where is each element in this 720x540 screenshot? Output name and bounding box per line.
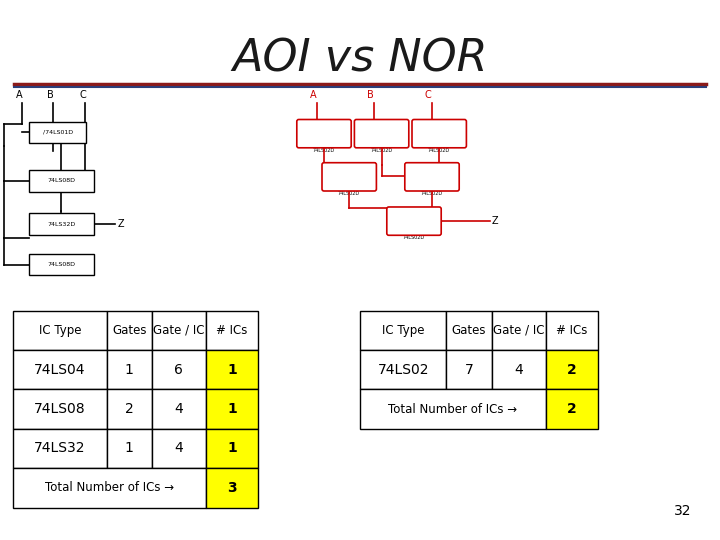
Bar <box>492 310 546 350</box>
Text: 74LS32: 74LS32 <box>34 442 86 455</box>
Bar <box>13 350 107 389</box>
Text: 74LS02: 74LS02 <box>377 363 429 376</box>
Bar <box>206 350 258 389</box>
Bar <box>107 389 152 429</box>
Text: 2: 2 <box>125 402 134 416</box>
Text: 6: 6 <box>174 363 184 376</box>
Text: B: B <box>367 90 374 100</box>
Text: Total Number of ICs →: Total Number of ICs → <box>388 402 518 416</box>
Bar <box>360 350 446 389</box>
Text: A: A <box>310 90 316 100</box>
Bar <box>206 389 258 429</box>
Text: 7: 7 <box>464 363 474 376</box>
Text: AOI vs NOR: AOI vs NOR <box>233 38 487 81</box>
Bar <box>206 429 258 468</box>
Text: 74LS08D: 74LS08D <box>48 262 75 267</box>
Bar <box>107 429 152 468</box>
FancyBboxPatch shape <box>412 119 467 148</box>
Text: 74LS04: 74LS04 <box>34 363 86 376</box>
Bar <box>29 213 94 235</box>
Text: 4: 4 <box>174 402 184 416</box>
Bar <box>492 350 546 389</box>
Text: C: C <box>425 90 431 100</box>
Text: Z: Z <box>492 217 498 226</box>
Bar <box>13 389 107 429</box>
Text: 1: 1 <box>227 442 237 455</box>
Text: 74LS02D: 74LS02D <box>313 148 335 153</box>
Text: 4: 4 <box>174 442 184 455</box>
Text: IC Type: IC Type <box>382 323 425 337</box>
Text: 2: 2 <box>567 363 577 376</box>
Text: 74LS02D: 74LS02D <box>421 191 443 196</box>
Bar <box>152 389 206 429</box>
Text: 4: 4 <box>514 363 523 376</box>
Bar <box>446 310 492 350</box>
Bar <box>29 122 86 143</box>
Bar <box>107 310 152 350</box>
Text: Gates: Gates <box>452 323 486 337</box>
Bar <box>360 389 546 429</box>
Text: 74LS02D: 74LS02D <box>371 148 392 153</box>
Text: 1: 1 <box>227 402 237 416</box>
Text: C: C <box>79 90 86 100</box>
Text: Total Number of ICs →: Total Number of ICs → <box>45 481 174 495</box>
Text: B: B <box>47 90 53 100</box>
FancyBboxPatch shape <box>405 163 459 191</box>
Bar <box>152 310 206 350</box>
Bar <box>107 350 152 389</box>
Bar <box>29 254 94 275</box>
Bar <box>546 389 598 429</box>
Bar <box>546 350 598 389</box>
Bar <box>152 429 206 468</box>
Text: 74LS02D: 74LS02D <box>403 235 425 240</box>
Bar <box>13 429 107 468</box>
Text: 2: 2 <box>567 402 577 416</box>
Text: 74LS32D: 74LS32D <box>47 221 76 227</box>
Text: # ICs: # ICs <box>556 323 588 337</box>
Bar <box>13 310 107 350</box>
Bar <box>360 310 446 350</box>
Text: Gate / IC: Gate / IC <box>153 323 204 337</box>
Bar <box>206 310 258 350</box>
Text: IC Type: IC Type <box>38 323 81 337</box>
Bar <box>546 310 598 350</box>
Bar <box>152 350 206 389</box>
Bar <box>13 468 206 508</box>
FancyBboxPatch shape <box>297 119 351 148</box>
Bar <box>206 468 258 508</box>
Text: # ICs: # ICs <box>216 323 248 337</box>
Text: 32: 32 <box>674 504 691 518</box>
Text: 1: 1 <box>125 363 134 376</box>
Text: Z: Z <box>117 219 124 229</box>
Text: 74LS02D: 74LS02D <box>338 191 360 196</box>
FancyBboxPatch shape <box>387 207 441 235</box>
FancyBboxPatch shape <box>322 163 377 191</box>
Text: 1: 1 <box>227 363 237 376</box>
Text: 74LS08: 74LS08 <box>34 402 86 416</box>
Bar <box>446 350 492 389</box>
Text: A: A <box>16 90 22 100</box>
Text: 1: 1 <box>125 442 134 455</box>
Bar <box>29 170 94 192</box>
Text: 74LS02D: 74LS02D <box>428 148 450 153</box>
FancyBboxPatch shape <box>354 119 409 148</box>
Text: Gate / IC: Gate / IC <box>493 323 544 337</box>
Text: /74LS01D: /74LS01D <box>42 130 73 135</box>
Text: 3: 3 <box>227 481 237 495</box>
Text: Gates: Gates <box>112 323 146 337</box>
Text: 74LS08D: 74LS08D <box>48 178 75 184</box>
